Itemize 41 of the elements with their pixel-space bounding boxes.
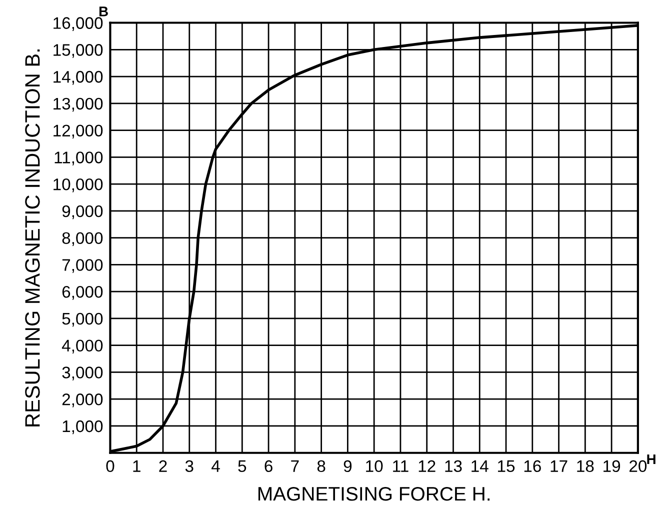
y-tick-label: 5,000 (62, 312, 103, 327)
x-tick-label: 19 (604, 460, 620, 472)
y-tick-label: 3,000 (62, 366, 103, 380)
y-tick-label: 8,000 (62, 232, 103, 246)
x-tick-label: 4 (212, 460, 220, 472)
text: B (99, 6, 108, 16)
y-tick-label: 15,000 (54, 44, 103, 58)
x-tick-label: 18 (577, 460, 594, 472)
y-axis-title: RESULTING MAGNETIC INDUCTION B. (25, 50, 40, 426)
y-tick-label: 14,000 (54, 70, 103, 85)
x-tick-label: 0 (106, 460, 114, 472)
x-tick-label: 3 (185, 460, 194, 472)
x-tick-label: 11 (393, 460, 408, 472)
x-tick-label: 12 (418, 460, 436, 472)
y-tick-label: 1,000 (62, 420, 103, 434)
x-tick-label: 1 (133, 460, 140, 472)
x-tick-label: 2 (159, 460, 167, 472)
x-tick-label: 6 (264, 460, 272, 472)
y-tick-label: 9,000 (62, 205, 103, 220)
y-tick-label: 4,000 (62, 340, 103, 354)
y-tick-label: 10,000 (54, 178, 103, 192)
x-tick-label: 7 (291, 460, 299, 472)
y-tick-label: 7,000 (62, 259, 103, 273)
y-tick-label: 13,000 (54, 98, 103, 112)
x-tick-label: 13 (445, 460, 462, 472)
y-tick-label: 16,000 (54, 17, 103, 31)
x-tick-label: 20 (630, 460, 647, 472)
x-tick-label: 5 (238, 460, 246, 472)
y-tick-label: 12,000 (54, 124, 103, 138)
y-tick-label: 11,000 (54, 152, 103, 166)
y-tick-label: 6,000 (62, 286, 103, 300)
text: H (647, 454, 656, 464)
x-tick-label: 8 (317, 460, 326, 472)
x-tick-label: 9 (344, 460, 352, 472)
x-tick-label: 15 (498, 460, 515, 472)
x-tick-label: 14 (472, 460, 488, 472)
y-tick-label: 2,000 (62, 394, 103, 408)
x-axis-title: MAGNETISING FORCE H. (258, 486, 490, 501)
x-tick-label: 16 (524, 460, 541, 472)
x-tick-label: 10 (366, 460, 383, 472)
x-tick-label: 17 (550, 460, 568, 472)
